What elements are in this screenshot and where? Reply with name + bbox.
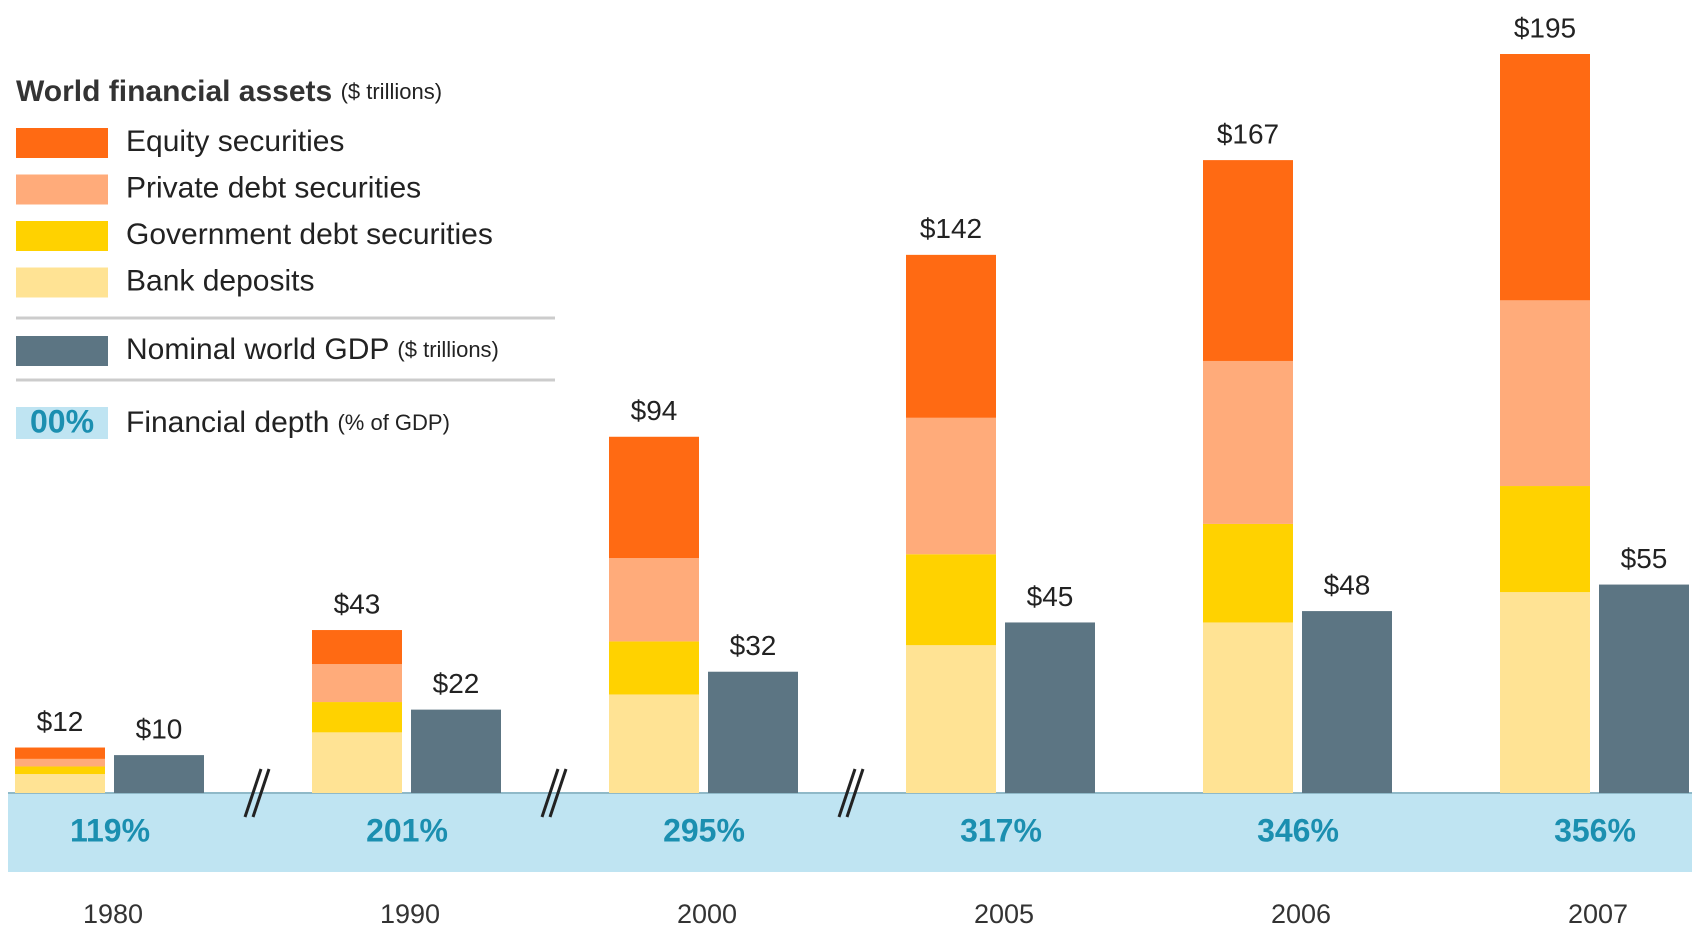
- legend-title-text: World financial assets: [16, 75, 332, 108]
- legend-label-unit: ($ trillions): [397, 337, 498, 362]
- gdp-label: $48: [1324, 569, 1371, 600]
- asset-segment: [906, 254, 996, 418]
- legend-label-name: Nominal world GDP: [126, 333, 389, 366]
- total-label: $142: [920, 213, 982, 244]
- legend-swatch: [16, 128, 108, 158]
- asset-segment: [1500, 592, 1590, 793]
- asset-segment: [15, 774, 105, 793]
- gdp-bar: [411, 709, 501, 793]
- total-label: $167: [1217, 119, 1279, 150]
- legend-title: World financial assets ($ trillions): [16, 75, 442, 108]
- asset-segment: [1203, 360, 1293, 524]
- legend-label: Private debt securities: [126, 171, 421, 204]
- asset-segment: [609, 436, 699, 559]
- x-tick-label: 2000: [677, 899, 737, 929]
- legend-label: Nominal world GDP ($ trillions): [126, 333, 499, 366]
- legend-label: Bank deposits: [126, 264, 314, 297]
- total-label: $195: [1514, 12, 1576, 43]
- asset-segment: [1500, 54, 1590, 301]
- legend-label-name: Financial depth: [126, 406, 329, 439]
- asset-segment: [1203, 160, 1293, 361]
- axis-break: [845, 768, 865, 818]
- legend-swatch: [16, 407, 108, 439]
- asset-segment: [15, 747, 105, 759]
- total-label: $12: [37, 706, 84, 737]
- depth-label: 295%: [663, 812, 745, 848]
- axis-break: [243, 768, 263, 818]
- asset-segment: [312, 664, 402, 703]
- legend-swatch: [16, 174, 108, 205]
- asset-segment: [1203, 622, 1293, 793]
- legend-sample: 00%: [30, 403, 94, 439]
- depth-label: 346%: [1257, 812, 1339, 848]
- asset-segment: [1500, 300, 1590, 487]
- gdp-bar: [1599, 584, 1689, 793]
- asset-segment: [1203, 523, 1293, 623]
- x-tick-label: 1990: [380, 899, 440, 929]
- asset-segment: [312, 702, 402, 733]
- asset-segment: [906, 417, 996, 555]
- legend-swatch: [16, 221, 108, 251]
- asset-segment: [609, 641, 699, 695]
- legend-label: Government debt securities: [126, 218, 493, 251]
- total-label: $43: [334, 588, 381, 619]
- legend-swatch: [16, 336, 108, 366]
- depth-label: 356%: [1554, 812, 1636, 848]
- total-label: $94: [631, 395, 678, 426]
- gdp-bar: [1005, 622, 1095, 793]
- legend-label: Financial depth (% of GDP): [126, 406, 450, 439]
- asset-segment: [312, 630, 402, 665]
- asset-segment: [15, 758, 105, 767]
- gdp-label: $55: [1621, 543, 1668, 574]
- asset-segment: [15, 766, 105, 775]
- depth-label: 201%: [366, 812, 448, 848]
- legend-title-unit: ($ trillions): [341, 79, 442, 104]
- asset-segment: [1500, 486, 1590, 593]
- gdp-label: $22: [433, 668, 480, 699]
- asset-segment: [609, 558, 699, 642]
- asset-segment: [906, 645, 996, 793]
- asset-segment: [906, 554, 996, 646]
- gdp-bar: [708, 671, 798, 793]
- gdp-bar: [1302, 611, 1392, 793]
- axis-break: [548, 768, 568, 818]
- depth-label: 119%: [70, 812, 150, 848]
- x-tick-label: 2007: [1568, 899, 1628, 929]
- axis-break: [837, 768, 857, 818]
- axis-break: [251, 768, 271, 818]
- x-tick-label: 2006: [1271, 899, 1331, 929]
- x-tick-label: 1980: [83, 899, 143, 929]
- legend-swatch: [16, 267, 108, 298]
- gdp-label: $10: [136, 713, 183, 744]
- depth-label: 317%: [960, 812, 1042, 848]
- gdp-label: $32: [730, 630, 777, 661]
- legend-label: Equity securities: [126, 125, 344, 158]
- legend-label-unit: (% of GDP): [337, 410, 449, 435]
- asset-segment: [609, 694, 699, 793]
- gdp-bar: [114, 755, 204, 793]
- gdp-label: $45: [1027, 581, 1074, 612]
- axis-break: [540, 768, 560, 818]
- asset-segment: [312, 732, 402, 793]
- x-tick-label: 2005: [974, 899, 1034, 929]
